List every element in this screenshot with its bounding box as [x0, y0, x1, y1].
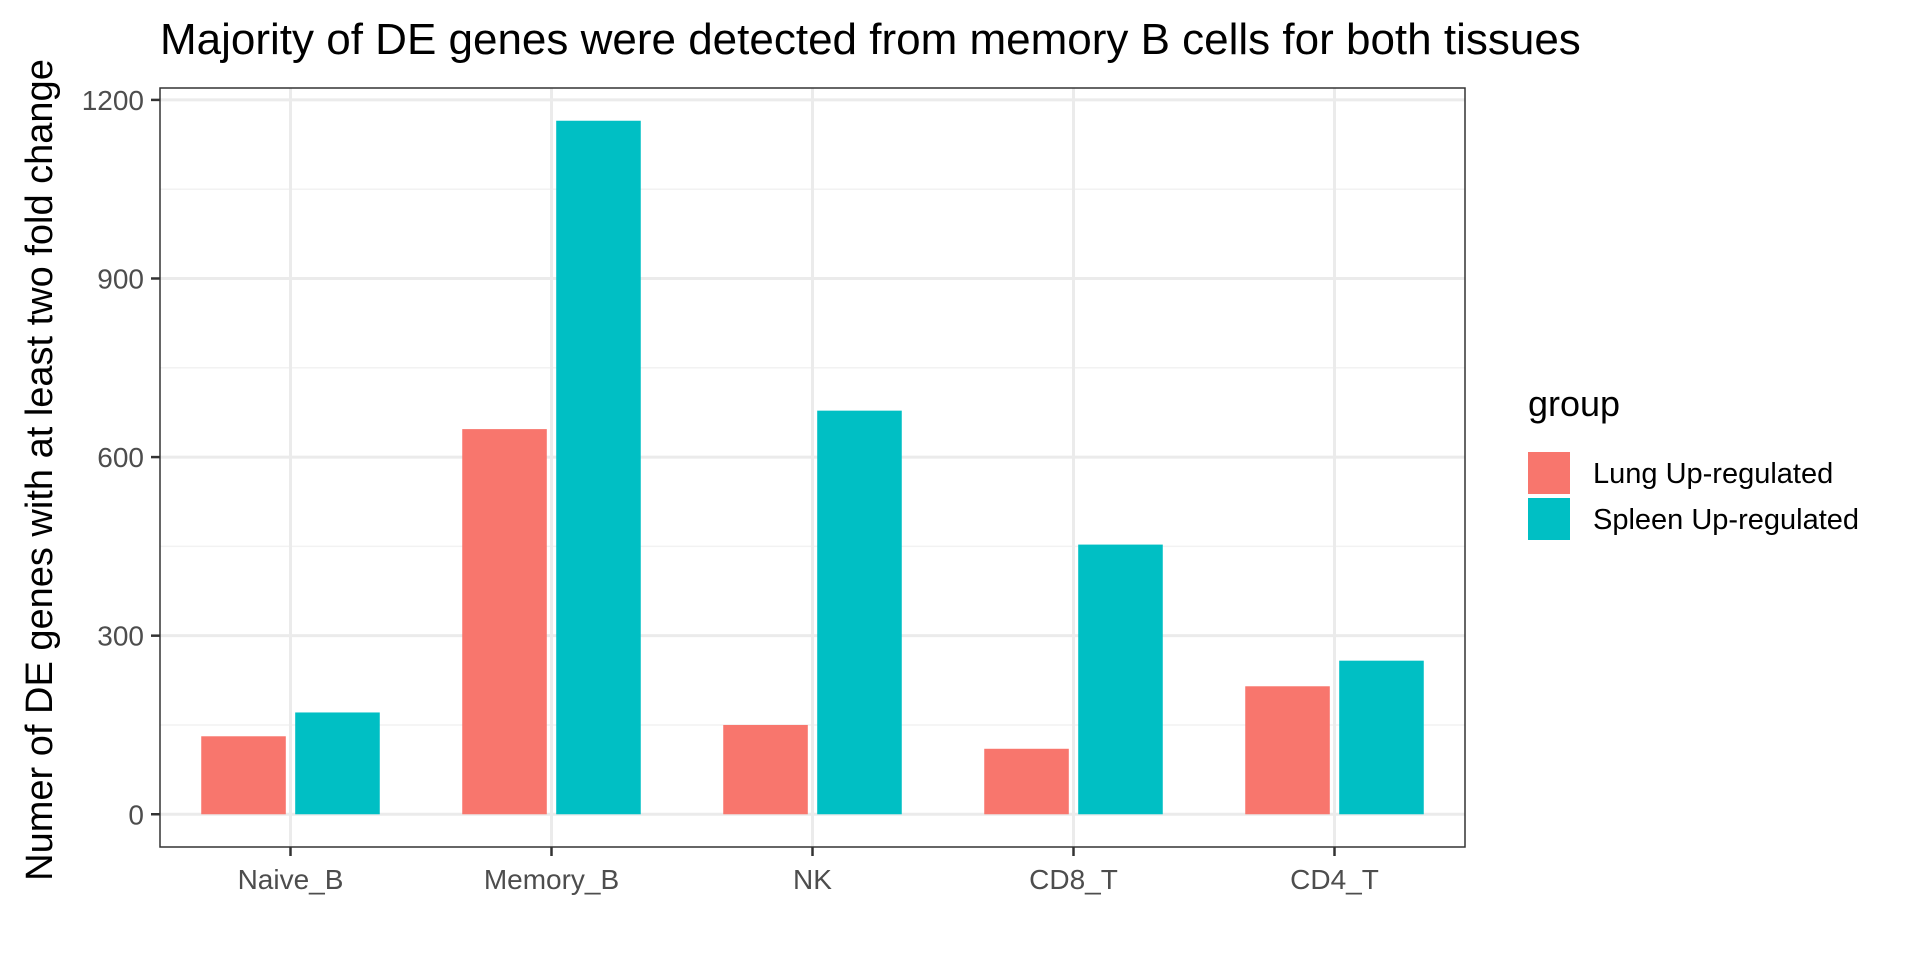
x-tick-label: CD8_T	[1029, 864, 1118, 895]
legend-key	[1528, 452, 1570, 494]
legend: group Lung Up-regulated Spleen Up-regulate…	[1528, 383, 1859, 540]
bar	[723, 724, 808, 815]
y-tick-label: 600	[97, 442, 144, 473]
chart-title: Majority of DE genes were detected from …	[160, 15, 1581, 64]
legend-key	[1528, 498, 1570, 540]
y-tick-label: 1200	[82, 85, 144, 116]
bar	[295, 712, 380, 815]
x-tick-label: NK	[793, 864, 832, 895]
legend-label: Spleen Up-regulated	[1593, 504, 1859, 536]
legend-label: Lung Up-regulated	[1593, 458, 1833, 490]
bar	[984, 748, 1069, 815]
bar	[201, 736, 286, 815]
y-axis-label: Numer of DE genes with at least two fold…	[19, 59, 61, 881]
x-tick-label: Memory_B	[484, 864, 619, 895]
bar	[817, 410, 902, 815]
legend-title: group	[1528, 383, 1620, 424]
x-tick-label: CD4_T	[1290, 864, 1379, 895]
y-tick-label: 900	[97, 263, 144, 294]
bar	[1245, 686, 1330, 815]
x-tick-label: Naive_B	[238, 864, 344, 895]
y-tick-label: 0	[128, 799, 144, 830]
bar	[462, 429, 547, 815]
bar	[556, 120, 641, 815]
y-tick-label: 300	[97, 621, 144, 652]
plot-area: 0 300 600 900 1200 Naive_B Memory_B NK CD8_T CD4_…	[82, 85, 1466, 895]
bar	[1078, 544, 1163, 815]
bar	[1339, 660, 1424, 815]
